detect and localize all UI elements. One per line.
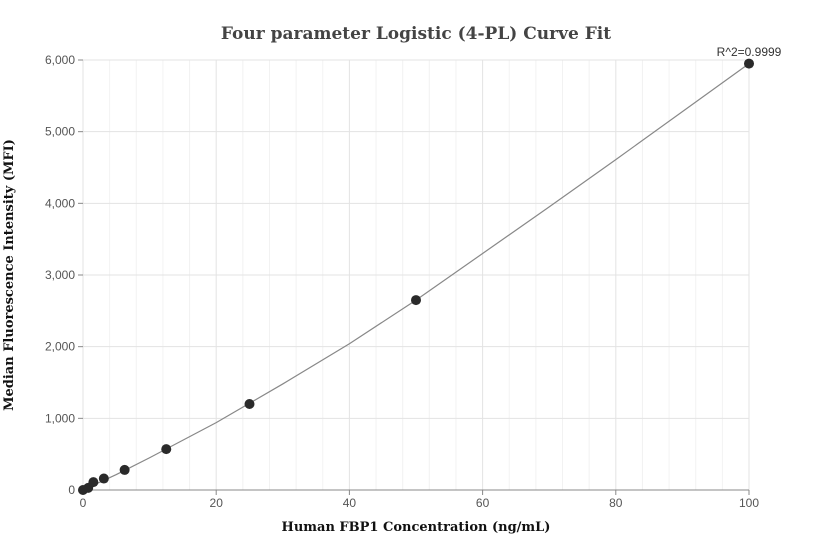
- y-tick-label: 1,000: [45, 411, 75, 425]
- y-tick-label: 6,000: [45, 53, 75, 67]
- r-squared-annotation: R^2=0.9999: [717, 45, 782, 59]
- data-point: [411, 295, 421, 306]
- data-point: [244, 399, 255, 409]
- data-points: [78, 58, 754, 495]
- data-point: [119, 464, 130, 475]
- data-point: [88, 477, 99, 488]
- x-tick-label: 20: [210, 496, 224, 510]
- y-tick-label: 5,000: [45, 125, 75, 139]
- grid: [82, 59, 750, 490]
- y-axis-label: Median Fluorescence Intensity (MFI): [2, 139, 17, 411]
- chart-title: Four parameter Logistic (4-PL) Curve Fit: [221, 24, 611, 44]
- x-tick-label: 100: [739, 496, 759, 510]
- x-tick-label: 80: [609, 496, 623, 510]
- x-tick-label: 40: [343, 496, 357, 510]
- y-tick-label: 4,000: [45, 196, 75, 210]
- x-ticks: 0 20 40 60 80 100: [80, 490, 759, 510]
- data-point: [744, 58, 754, 69]
- y-tick-label: 0: [68, 483, 75, 497]
- data-point: [161, 444, 172, 455]
- x-tick-label: 60: [476, 496, 490, 510]
- y-ticks: 0 1,000 2,000 3,000 4,000 5,000 6,000: [45, 53, 83, 497]
- fit-curve: [82, 63, 750, 491]
- y-tick-label: 2,000: [45, 340, 75, 354]
- x-axis-label: Human FBP1 Concentration (ng/mL): [282, 520, 551, 535]
- x-tick-label: 0: [80, 496, 87, 510]
- data-point: [98, 473, 109, 484]
- y-tick-label: 3,000: [45, 268, 75, 282]
